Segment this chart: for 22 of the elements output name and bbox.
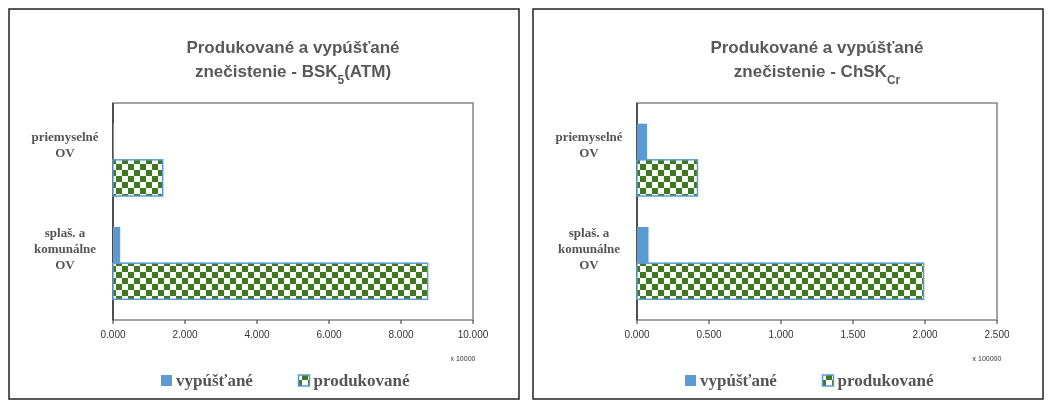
legend-label: vypúšťané — [700, 371, 778, 390]
x-tick-label: 2.500 — [984, 329, 1010, 340]
x-tick-label: 10.000 — [457, 329, 489, 340]
x-tick-label: 6.000 — [316, 329, 342, 340]
x-tick-label: 1.000 — [768, 329, 794, 340]
y-tick-label: splaš. a komunálne OV — [557, 224, 621, 272]
x-tick-label: 2.000 — [912, 329, 938, 340]
x-tick-label: 2.000 — [172, 329, 198, 340]
x-tick-label: 1.500 — [840, 329, 866, 340]
x-tick-label: 8.000 — [388, 329, 414, 340]
chart-title: Produkované a vypúšťané znečistenie - ChSK$_{Cr}$ — [710, 38, 924, 87]
y-tick-label: splaš. a komunálne OV — [33, 224, 97, 272]
y-tick-label: priemyselné OV — [31, 129, 99, 161]
y-tick-label: priemyselné OV — [555, 129, 623, 161]
x-tick-label: 0.000 — [624, 329, 650, 340]
x-tick-label: 4.000 — [244, 329, 270, 340]
legend-label: vypúšťané — [176, 371, 254, 390]
legend-label: produkované — [313, 371, 411, 390]
chart-title: Produkované a vypúšťané znečistenie - BSK$_{5}$(ATM) — [186, 38, 400, 87]
x-tick-label: 0.500 — [696, 329, 722, 340]
x-tick-label: 0.000 — [100, 329, 126, 340]
legend-label: produkované — [837, 371, 935, 390]
